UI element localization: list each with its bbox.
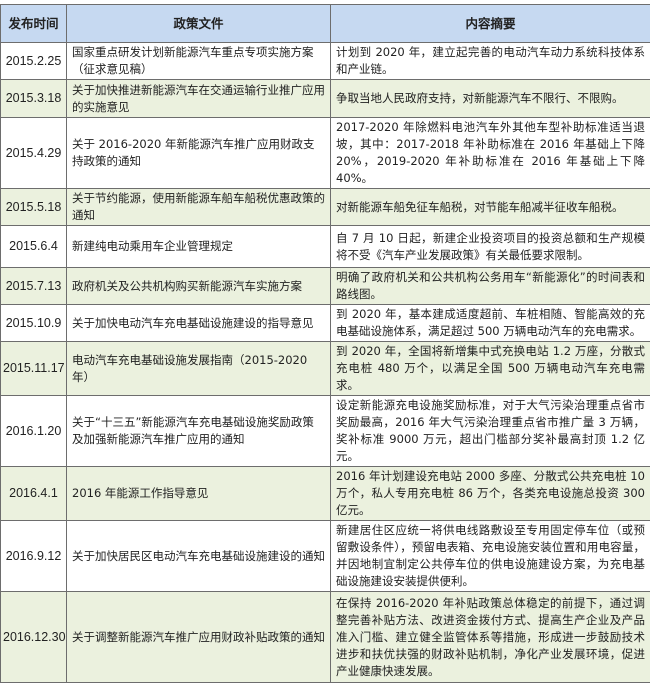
date-cell: 2015.10.9 xyxy=(1,305,67,342)
date-cell: 2016.1.20 xyxy=(1,396,67,467)
date-cell: 2016.9.12 xyxy=(1,521,67,592)
policy-cell: 电动汽车充电基础设施发展指南（2015-2020 年） xyxy=(67,342,331,396)
summary-cell: 到 2020 年，全国将新增集中式充换电站 1.2 万座，分散式充电桩 480 … xyxy=(331,342,650,396)
summary-cell: 争取当地人民政府支持，对新能源汽车不限行、不限购。 xyxy=(331,80,650,118)
date-cell: 2015.7.13 xyxy=(1,268,67,305)
header-policy: 政策文件 xyxy=(67,5,331,43)
policy-cell: 关于 2016-2020 年新能源汽车推广应用财政支持政策的通知 xyxy=(67,118,331,189)
date-cell: 2015.11.17 xyxy=(1,342,67,396)
policy-cell: 关于“十三五”新能源汽车充电基础设施奖励政策及加强新能源汽车推广应用的通知 xyxy=(67,396,331,467)
summary-cell: 计划到 2020 年，建立起完善的电动汽车动力系统科技体系和产业链。 xyxy=(331,43,650,80)
summary-cell: 新建居住区应统一将供电线路敷设至专用固定停车位（或预留敷设条件），预留电表箱、充… xyxy=(331,521,650,592)
policy-cell: 2016 年能源工作指导意见 xyxy=(67,467,331,521)
date-cell: 2015.2.25 xyxy=(1,43,67,80)
summary-cell: 2016 年计划建设充电站 2000 多座、分散式公共充电桩 10 万个，私人专… xyxy=(331,467,650,521)
policy-cell: 关于加快电动汽车充电基础设施建设的指导意见 xyxy=(67,305,331,342)
summary-cell: 到 2020 年，基本建成适度超前、车桩相随、智能高效的充电基础设施体系，满足超… xyxy=(331,305,650,342)
date-cell: 2015.3.18 xyxy=(1,80,67,118)
date-cell: 2015.6.4 xyxy=(1,226,67,268)
policy-cell: 关于节约能源，使用新能源车船车船税优惠政策的通知 xyxy=(67,189,331,226)
date-cell: 2016.12.30 xyxy=(1,592,67,683)
policy-cell: 新建纯电动乘用车企业管理规定 xyxy=(67,226,331,268)
summary-cell: 对新能源车船免征车船税，对节能车船减半征收车船税。 xyxy=(331,189,650,226)
summary-cell: 2017-2020 年除燃料电池汽车外其他车型补助标准适当退坡，其中：2017-… xyxy=(331,118,650,189)
policy-cell: 国家重点研发计划新能源汽车重点专项实施方案（征求意见稿） xyxy=(67,43,331,80)
date-cell: 2015.5.18 xyxy=(1,189,67,226)
header-date: 发布时间 xyxy=(1,5,67,43)
header-row: 发布时间 政策文件 内容摘要 xyxy=(1,5,650,43)
policy-cell: 关于调整新能源汽车推广应用财政补贴政策的通知 xyxy=(67,592,331,683)
policy-cell: 政府机关及公共机构购买新能源汽车实施方案 xyxy=(67,268,331,305)
summary-cell: 设定新能源充电设施奖励标准，对于大气污染治理重点省市奖励最高，2016 年大气污… xyxy=(331,396,650,467)
summary-cell: 在保持 2016-2020 年补贴政策总体稳定的前提下，通过调整完善补贴方法、改… xyxy=(331,592,650,683)
summary-cell: 自 7 月 10 日起，新建企业投资项目的投资总额和生产规模将不受《汽车产业发展… xyxy=(331,226,650,268)
date-cell: 2015.4.29 xyxy=(1,118,67,189)
policy-cell: 关于加快推进新能源汽车在交通运输行业推广应用的实施意见 xyxy=(67,80,331,118)
summary-cell: 明确了政府机关和公共机构公务用车“新能源化”的时间表和路线图。 xyxy=(331,268,650,305)
policy-cell: 关于加快居民区电动汽车充电基础设施建设的通知 xyxy=(67,521,331,592)
header-summary: 内容摘要 xyxy=(331,5,650,43)
date-cell: 2016.4.1 xyxy=(1,467,67,521)
